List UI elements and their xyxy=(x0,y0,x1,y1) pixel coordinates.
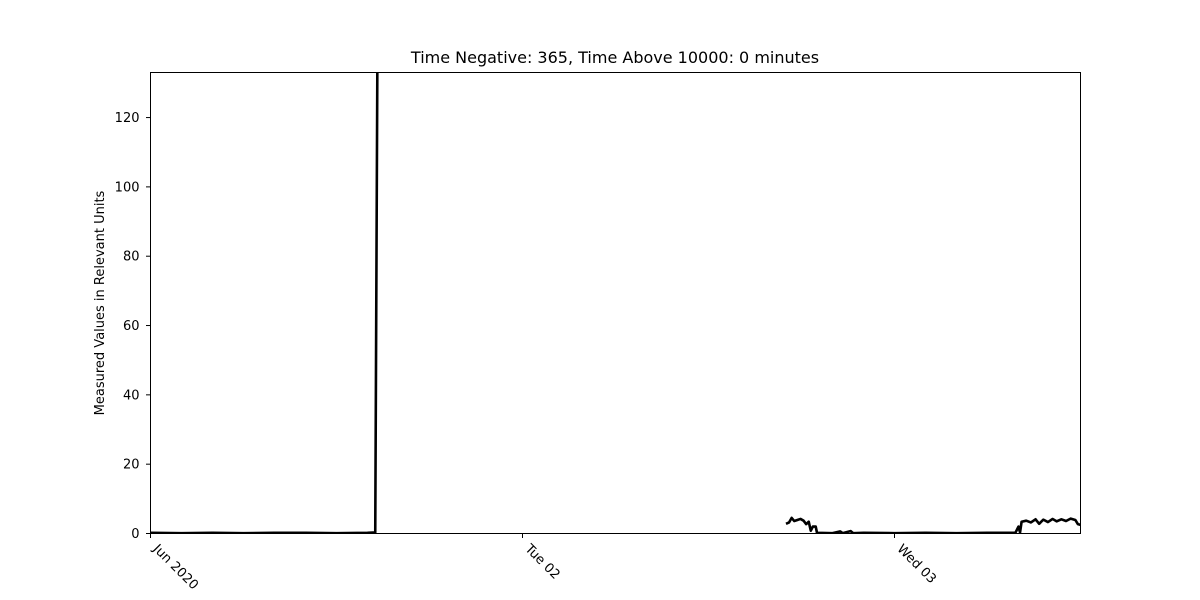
chart-title: Time Negative: 365, Time Above 10000: 0 … xyxy=(410,48,819,67)
y-tick-label: 20 xyxy=(123,458,140,473)
y-tick-label: 40 xyxy=(123,388,140,403)
x-tick-label: Wed 03 xyxy=(894,542,939,587)
series-line-segment-1 xyxy=(150,72,379,534)
x-tick-label: Jun 2020 xyxy=(149,541,201,593)
y-tick-label: 120 xyxy=(115,111,140,126)
y-axis-label: Measured Values in Relevant Units xyxy=(93,190,108,415)
y-tick-label: 60 xyxy=(123,319,140,334)
y-tick-label: 80 xyxy=(123,250,140,265)
y-tick-label: 0 xyxy=(131,527,139,542)
x-tick-label: Tue 02 xyxy=(521,541,563,583)
series-line-segment-2 xyxy=(785,516,1081,534)
y-axis: 0 20 40 60 80 100 120 xyxy=(115,111,151,542)
x-axis: Jun 2020 Tue 02 Wed 03 xyxy=(149,533,939,593)
y-tick-label: 100 xyxy=(115,180,140,195)
plot-frame xyxy=(150,72,1081,534)
